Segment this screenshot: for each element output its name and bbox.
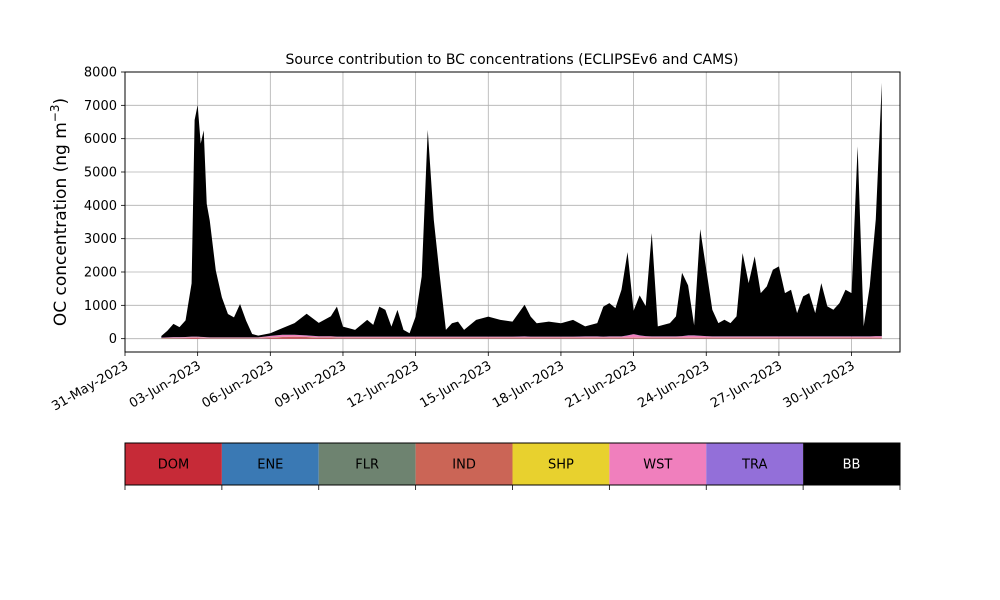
legend-label-shp: SHP xyxy=(548,458,574,473)
y-tick-label: 8000 xyxy=(84,66,117,81)
legend-label-wst: WST xyxy=(643,458,672,473)
x-axis: 31-May-202303-Jun-202306-Jun-202309-Jun-… xyxy=(49,352,858,414)
area-series-wst xyxy=(161,334,882,339)
x-tick-label: 09-Jun-2023 xyxy=(272,358,349,411)
x-tick-label: 15-Jun-2023 xyxy=(417,358,494,411)
legend-swatch-ind xyxy=(415,443,513,485)
legend-swatch-bb xyxy=(803,443,900,485)
legend-swatch-ene xyxy=(221,443,319,485)
x-tick-label: 12-Jun-2023 xyxy=(345,358,422,411)
x-tick-label: 31-May-2023 xyxy=(49,358,131,414)
legend-label-tra: TRA xyxy=(741,458,767,473)
area-series-bb xyxy=(161,82,882,338)
y-tick-label: 5000 xyxy=(84,166,117,181)
legend-swatch-flr xyxy=(318,443,416,485)
x-tick-label: 24-Jun-2023 xyxy=(635,358,712,411)
y-tick-label: 7000 xyxy=(84,99,117,114)
plot-frame xyxy=(124,71,901,353)
x-tick-label: 21-Jun-2023 xyxy=(563,358,640,411)
legend-label-bb: BB xyxy=(843,458,861,473)
y-axis-label-superscript: −3 xyxy=(48,104,62,122)
x-tick-label: 03-Jun-2023 xyxy=(127,358,204,411)
area-series-dom xyxy=(161,337,882,339)
legend-colorbar: DOM ENE FLR IND SHP WST TRA BB xyxy=(124,442,901,490)
legend-label-ene: ENE xyxy=(257,458,283,473)
area-series-ind xyxy=(161,336,882,339)
chart-title: Source contribution to BC concentrations… xyxy=(285,52,738,68)
x-tick-label: 06-Jun-2023 xyxy=(199,358,276,411)
stacked-areas xyxy=(161,82,882,339)
legend-swatch-wst xyxy=(609,443,707,485)
y-tick-label: 0 xyxy=(109,332,117,347)
legend-swatch-dom xyxy=(125,443,222,485)
y-axis-label: OC concentration (ng m−3) xyxy=(48,98,71,326)
legend-label-dom: DOM xyxy=(158,458,189,473)
x-tick-label: 27-Jun-2023 xyxy=(708,358,785,411)
y-tick-label: 4000 xyxy=(84,199,117,214)
x-tick-label: 30-Jun-2023 xyxy=(781,358,858,411)
legend-swatch-tra xyxy=(706,443,804,485)
area-series-tra xyxy=(161,334,882,338)
y-axis: 0 1000 2000 3000 4000 5000 6000 7000 8000 xyxy=(84,66,125,347)
y-axis-label-close: ) xyxy=(51,98,71,105)
y-tick-label: 1000 xyxy=(84,299,117,314)
y-tick-label: 6000 xyxy=(84,132,117,147)
legend-label-flr: FLR xyxy=(355,458,379,473)
legend-label-ind: IND xyxy=(452,458,476,473)
y-tick-label: 3000 xyxy=(84,232,117,247)
x-tick-label: 18-Jun-2023 xyxy=(490,358,567,411)
legend-swatch-shp xyxy=(512,443,610,485)
y-tick-label: 2000 xyxy=(84,266,117,281)
